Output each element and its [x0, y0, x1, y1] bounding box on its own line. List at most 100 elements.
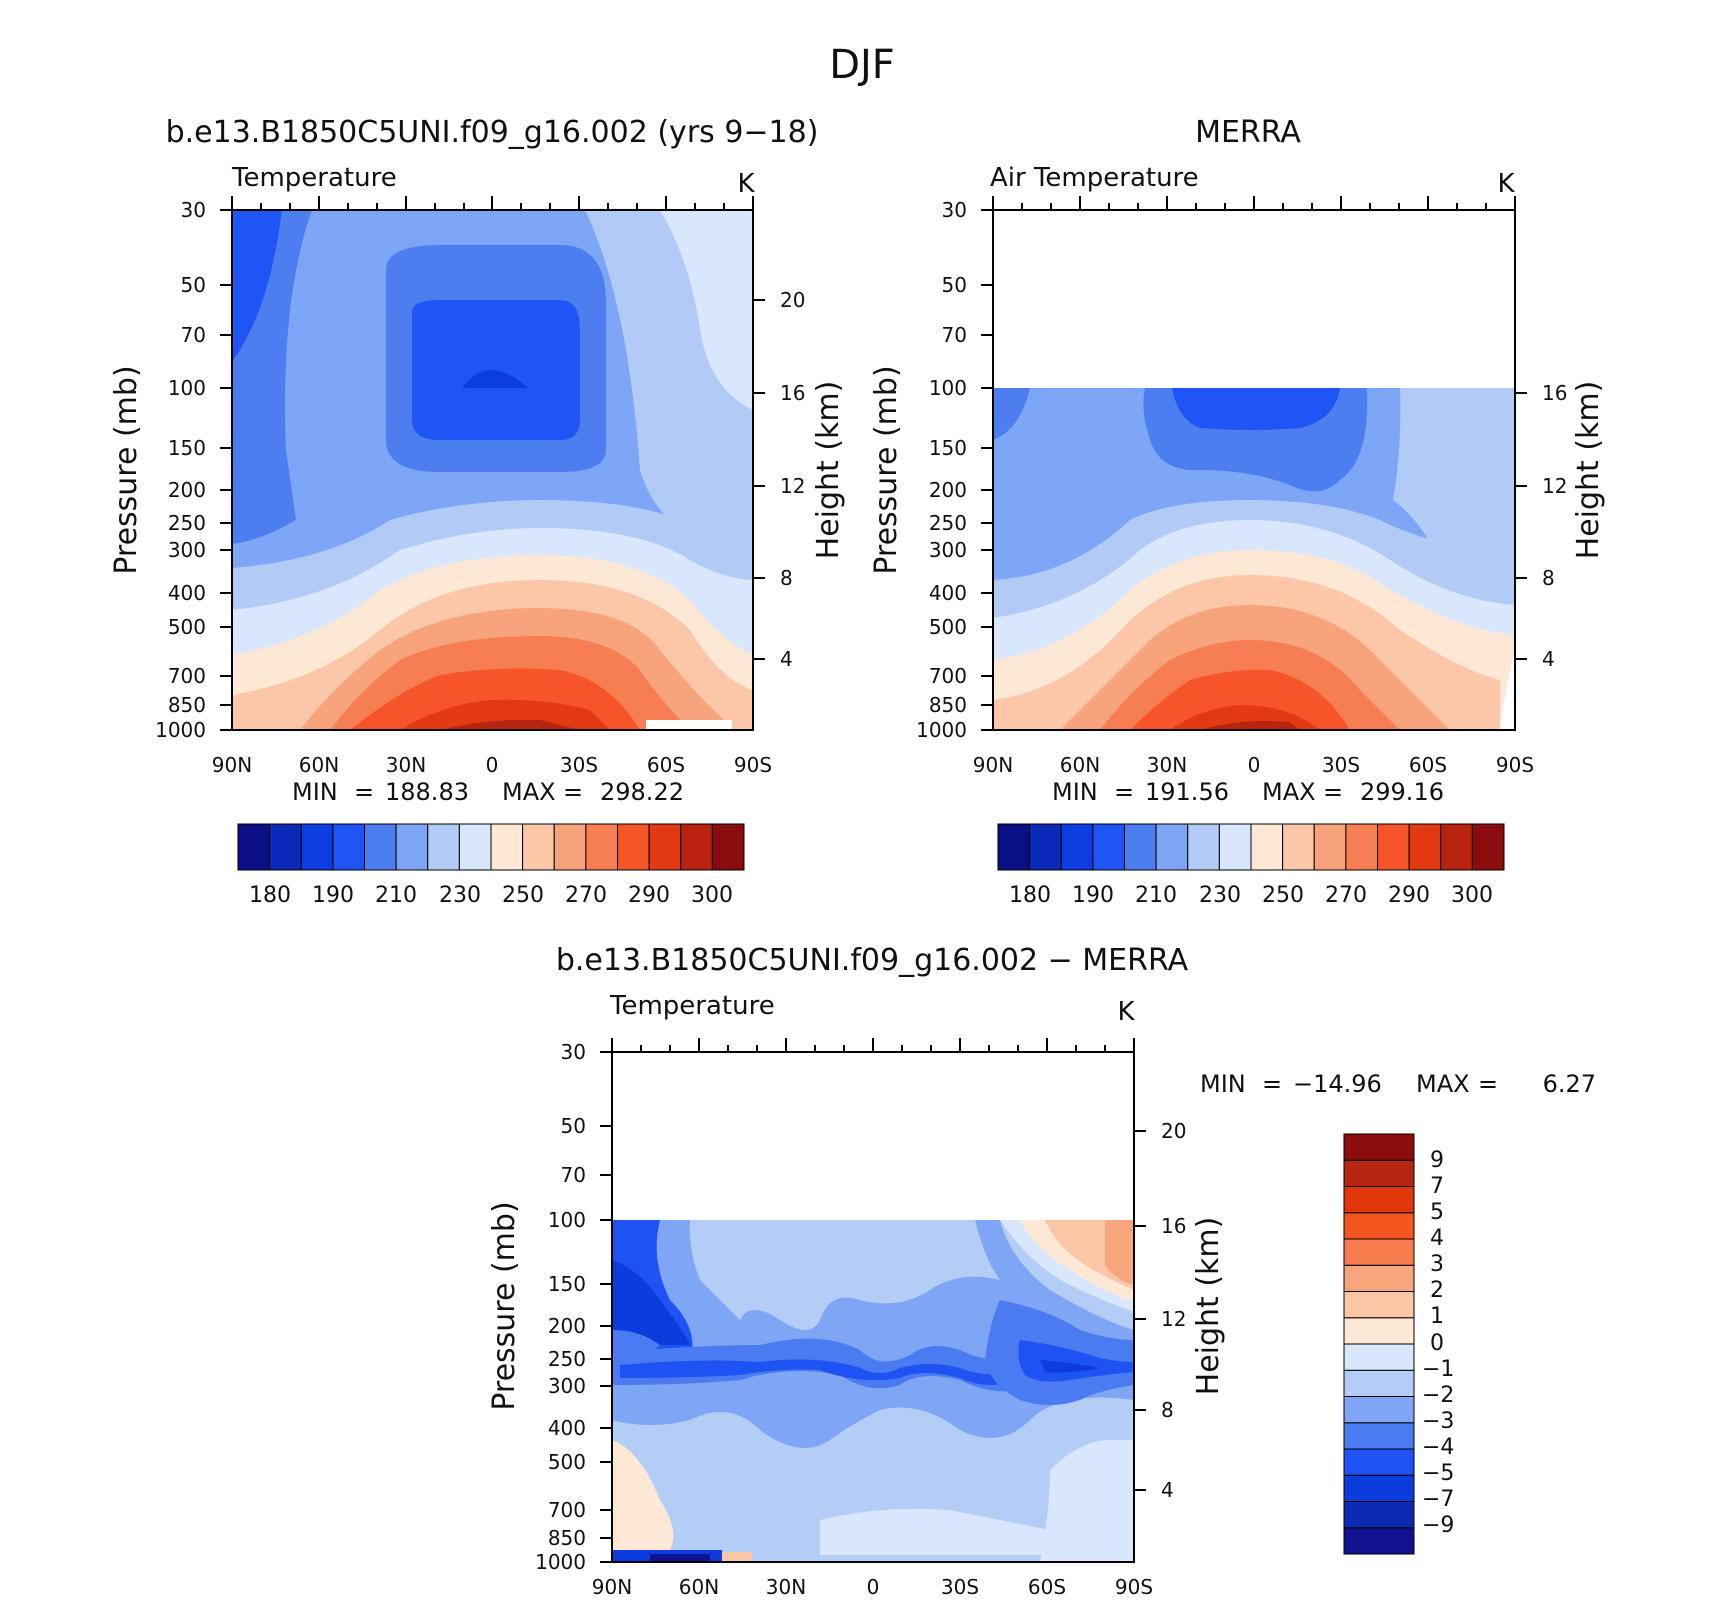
colorbar-swatch — [1343, 1159, 1415, 1187]
x-tick-label: 30N — [1147, 753, 1187, 777]
y-tick-label: 200 — [168, 478, 206, 502]
colorbar-swatch — [1343, 1422, 1415, 1450]
y-tick-label: 30 — [942, 198, 967, 222]
y-right-axis-title: Height (km) — [1571, 381, 1606, 560]
y-tick-label: 100 — [168, 376, 206, 400]
x-tick-label: 90N — [592, 1575, 632, 1599]
page-title: DJF — [829, 42, 895, 88]
colorbar-swatch — [1313, 823, 1347, 871]
colorbar-swatch — [300, 823, 334, 871]
colorbar-label: 180 — [249, 883, 291, 908]
colorbar: 9 7 5 4 3 2 1 0 −1 −2 −3 −4 −5 −7 −9 — [1343, 1133, 1454, 1555]
y-tick-label: 400 — [168, 581, 206, 605]
max-label: MAX — [1262, 778, 1316, 806]
colorbar-label: 190 — [1072, 883, 1114, 908]
y-tick-label: 850 — [168, 693, 206, 717]
x-tick-label: 0 — [867, 1575, 880, 1599]
panel-model: b.e13.B1850C5UNI.f09_g16.002 (yrs 9−18) … — [109, 115, 846, 908]
y-tick-label: 300 — [929, 538, 967, 562]
colorbar-swatch — [1343, 1474, 1415, 1502]
y-axis-right: 20 16 12 8 4 — [1134, 1119, 1186, 1502]
colorbar-swatch — [1408, 823, 1442, 871]
colorbar-label: 210 — [375, 883, 417, 908]
colorbar-label: 270 — [565, 883, 607, 908]
y-tick-label: 400 — [929, 581, 967, 605]
x-tick-label: 90S — [1496, 753, 1534, 777]
svg-text:=: = — [354, 778, 374, 806]
variable-label: Temperature — [231, 163, 397, 193]
y-tick-label: 70 — [942, 323, 967, 347]
y-tick-label: 250 — [548, 1347, 586, 1371]
colorbar-label: 7 — [1430, 1174, 1444, 1199]
y-tick-label: 200 — [929, 478, 967, 502]
min-label: MIN — [1052, 778, 1098, 806]
colorbar-swatch — [1343, 1133, 1415, 1161]
stats: MIN = −14.96 MAX = 6.27 — [1200, 1070, 1596, 1098]
y-right-tick-label: 4 — [780, 647, 793, 671]
y-tick-label: 30 — [561, 1040, 586, 1064]
colorbar-label: 3 — [1430, 1252, 1444, 1277]
x-axis: 90N 60N 30N 0 30S 60S 90S — [592, 1038, 1153, 1599]
y-axis-title: Pressure (mb) — [109, 365, 144, 574]
colorbar-swatch — [1343, 1264, 1415, 1292]
colorbar-swatch — [1250, 823, 1284, 871]
colorbar-swatch — [332, 823, 365, 871]
panel-merra: MERRA Air Temperature K 30 50 70 100 — [869, 115, 1606, 908]
colorbar-label: 190 — [312, 883, 354, 908]
colorbar-swatch — [490, 823, 524, 871]
colorbar-swatch — [1343, 1343, 1415, 1371]
y-right-tick-label: 8 — [780, 566, 793, 590]
x-tick-label: 0 — [486, 753, 499, 777]
panel-title: b.e13.B1850C5UNI.f09_g16.002 − MERRA — [556, 943, 1189, 978]
max-value: 299.16 — [1360, 778, 1444, 806]
colorbar: 180 190 210 230 250 270 290 300 — [997, 823, 1505, 908]
min-label: MIN — [1200, 1070, 1246, 1098]
y-right-tick-label: 16 — [1542, 381, 1567, 405]
y-axis-right: 20 16 12 8 4 — [753, 288, 805, 671]
svg-text:=: = — [1478, 1070, 1498, 1098]
colorbar-label: 5 — [1430, 1200, 1444, 1225]
colorbar-label: 180 — [1009, 883, 1051, 908]
svg-text:=: = — [1262, 1070, 1282, 1098]
colorbar-swatch — [1440, 823, 1473, 871]
colorbar-swatch — [553, 823, 587, 871]
colorbar-label: 300 — [1451, 883, 1493, 908]
colorbar-swatch — [1343, 1212, 1415, 1240]
y-tick-label: 500 — [168, 615, 206, 639]
colorbar-label: 300 — [691, 883, 733, 908]
y-axis-left: 30 50 70 100 150 200 250 300 400 500 700… — [916, 198, 993, 742]
y-right-tick-label: 8 — [1542, 566, 1555, 590]
y-tick-label: 1000 — [916, 718, 967, 742]
y-tick-label: 500 — [929, 615, 967, 639]
svg-text:=: = — [1114, 778, 1134, 806]
colorbar-swatch — [522, 823, 555, 871]
y-tick-label: 50 — [942, 273, 967, 297]
y-tick-label: 50 — [181, 273, 206, 297]
x-tick-label: 30N — [766, 1575, 806, 1599]
variable-label: Temperature — [609, 991, 775, 1021]
y-right-tick-label: 4 — [1542, 647, 1555, 671]
variable-label: Air Temperature — [990, 163, 1199, 193]
colorbar-swatch — [1092, 823, 1125, 871]
colorbar-swatch — [1343, 1186, 1415, 1214]
colorbar-swatch — [1343, 1527, 1415, 1555]
colorbar-label: 4 — [1430, 1226, 1444, 1251]
x-tick-label: 30S — [1322, 753, 1360, 777]
y-tick-label: 850 — [929, 693, 967, 717]
y-tick-label: 850 — [548, 1526, 586, 1550]
colorbar-label: −7 — [1422, 1487, 1454, 1512]
y-right-tick-label: 4 — [1161, 1478, 1174, 1502]
colorbar-label: −2 — [1422, 1383, 1454, 1408]
y-right-tick-label: 16 — [1161, 1214, 1186, 1238]
y-axis-left: 30 50 70 100 150 200 250 300 400 500 700… — [155, 198, 232, 742]
y-tick-label: 700 — [548, 1498, 586, 1522]
svg-text:=: = — [563, 778, 583, 806]
x-tick-label: 60N — [1060, 753, 1100, 777]
x-tick-label: 0 — [1248, 753, 1261, 777]
max-value: 6.27 — [1543, 1070, 1596, 1098]
y-right-tick-label: 8 — [1161, 1398, 1174, 1422]
min-value: 188.83 — [385, 778, 469, 806]
x-tick-label: 60N — [679, 1575, 719, 1599]
y-tick-label: 30 — [181, 198, 206, 222]
x-tick-label: 30S — [941, 1575, 979, 1599]
